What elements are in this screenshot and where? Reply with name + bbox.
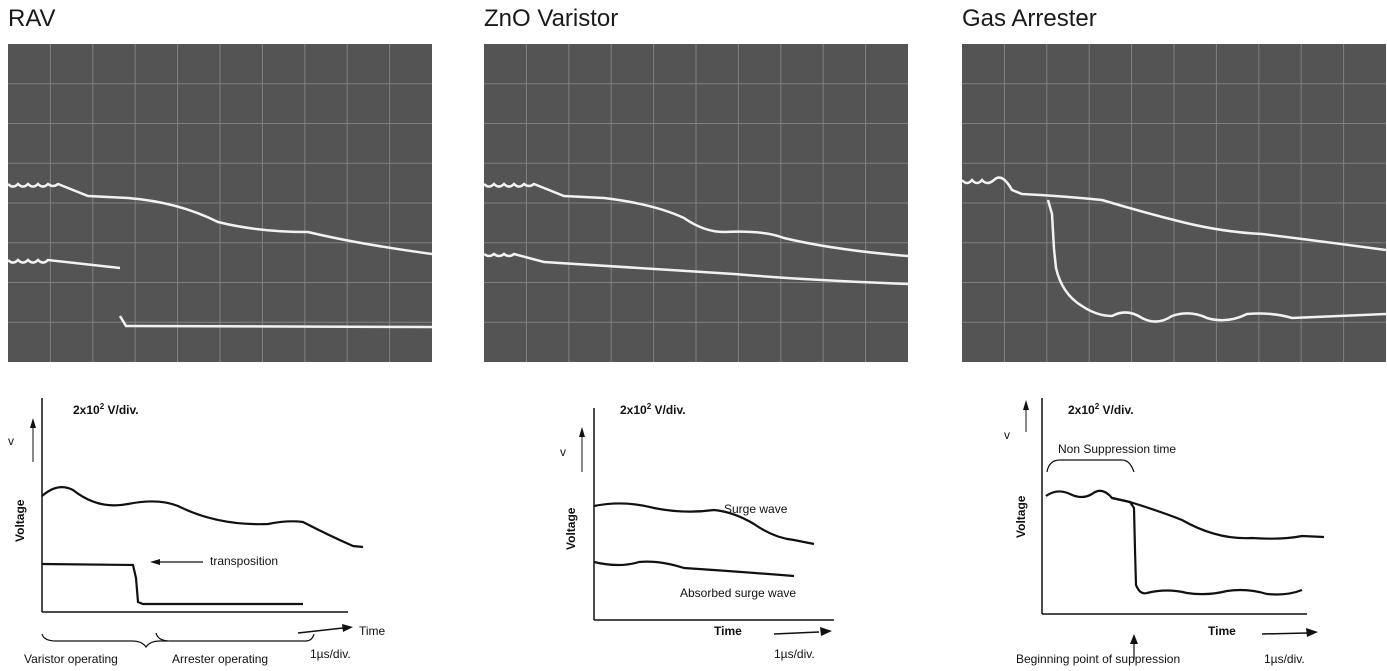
- v-label: v: [560, 445, 566, 459]
- oscilloscope-screen: [484, 44, 908, 362]
- time-arrow: [773, 631, 820, 635]
- scope-grid: [962, 44, 1386, 362]
- panel-title: ZnO Varistor: [484, 5, 619, 32]
- y-axis-label: Voltage: [1014, 495, 1028, 538]
- transposition-arrowhead: [150, 559, 160, 565]
- schematic-diagram: 2x102 V/div. v Voltage Non Suppression t…: [962, 390, 1386, 671]
- scale-label: 2x102 V/div.: [1068, 402, 1134, 417]
- absorbed-curve: [593, 560, 795, 578]
- y-axis-label: Voltage: [564, 507, 578, 550]
- v-label: v: [8, 434, 14, 448]
- brace-arrester: [155, 632, 315, 642]
- time-label: Time: [714, 624, 742, 638]
- oscilloscope-screen: [962, 44, 1386, 362]
- scope-grid: [484, 44, 908, 362]
- time-arrow: [297, 627, 344, 634]
- suppressed-curve: [41, 562, 303, 606]
- oscilloscope-screen: [8, 44, 432, 362]
- v-arrowhead: [579, 427, 585, 437]
- time-arrow: [1261, 632, 1308, 635]
- scope-grid: [8, 44, 432, 362]
- phase-arrester-label: Arrester operating: [172, 652, 269, 666]
- brace-varistor: [41, 633, 168, 649]
- v-arrowhead: [1023, 400, 1029, 410]
- time-arrowhead: [1306, 628, 1318, 637]
- annotation-transposition: transposition: [210, 554, 279, 568]
- panel-title: Gas Arrester: [962, 5, 1097, 32]
- time-label: Time: [1208, 624, 1236, 638]
- trace-surge: [8, 182, 432, 256]
- y-axis-label: Voltage: [13, 499, 27, 542]
- scale-label: 2x102 V/div.: [73, 402, 139, 417]
- trace-suppressed: [8, 258, 121, 270]
- schematic-diagram: 2x102 V/div. v Voltage Surge wave Absorb…: [484, 390, 908, 671]
- absorbed-wave-label: Absorbed surge wave: [680, 586, 797, 600]
- time-division-label: 1µs/div.: [310, 647, 351, 661]
- non-suppression-label: Non Suppression time: [1058, 442, 1177, 456]
- non-suppression-brace: [1046, 459, 1135, 473]
- surge-curve: [593, 502, 815, 546]
- surge-curve: [41, 485, 364, 549]
- schematic-diagram: 2x102 V/div. v Voltage transposition Tim…: [8, 390, 432, 671]
- scale-label: 2x102 V/div.: [620, 402, 686, 417]
- time-division-label: 1µs/div.: [1264, 652, 1305, 666]
- panel-title: RAV: [8, 5, 56, 32]
- suppressed-curve: [1111, 496, 1303, 596]
- surge-curve: [1045, 489, 1325, 540]
- v-arrowhead: [30, 418, 36, 428]
- trace-surge: [962, 176, 1386, 252]
- trace-absorbed: [484, 252, 908, 286]
- phase-varistor-label: Varistor operating: [24, 652, 118, 666]
- time-arrowhead: [342, 624, 353, 632]
- time-arrowhead: [820, 627, 832, 636]
- surge-wave-label: Surge wave: [724, 502, 788, 516]
- beginning-arrowhead: [1130, 634, 1138, 644]
- trace-suppressed: [1046, 199, 1386, 323]
- v-label: v: [1004, 428, 1010, 442]
- beginning-label: Beginning point of suppression: [1016, 652, 1181, 666]
- trace-arrester: [118, 315, 432, 329]
- time-division-label: 1µs/div.: [774, 647, 815, 661]
- trace-surge: [484, 182, 908, 258]
- time-label: Time: [359, 624, 386, 638]
